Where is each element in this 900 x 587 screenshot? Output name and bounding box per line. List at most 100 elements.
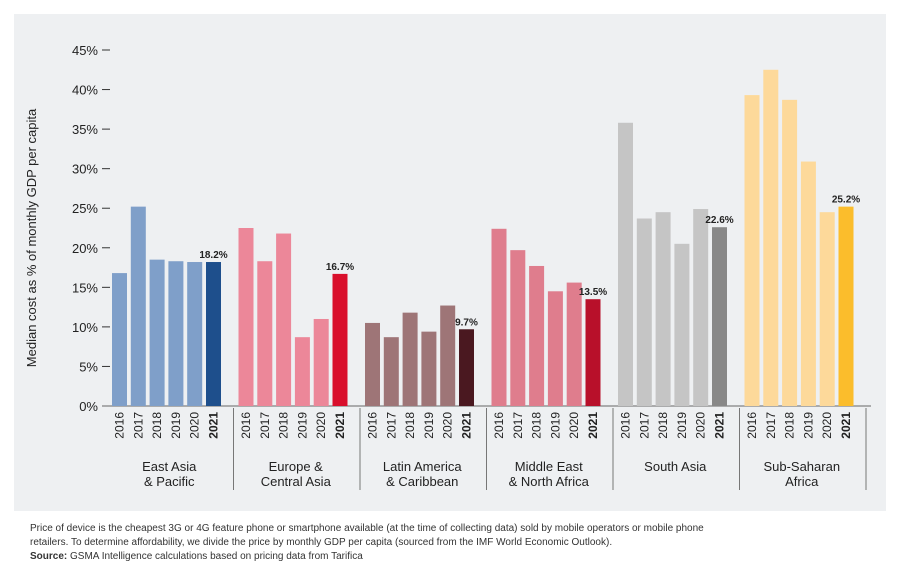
chart-panel: 0% 5% 10% 15% 20% 25% 30% 35% 40% 45% Median cost … (14, 14, 886, 511)
year-label: 2021 (586, 412, 600, 439)
source-label: Source: (30, 551, 68, 562)
bar-2016 (491, 228, 507, 406)
y-tick-label: 20% (72, 241, 98, 256)
group-label: Latin America (383, 459, 463, 474)
year-label: 2018 (277, 412, 291, 439)
year-label: 2020 (441, 412, 455, 439)
year-label: 2016 (239, 412, 253, 439)
footnote-line-1: Price of device is the cheapest 3G or 4G… (30, 523, 704, 534)
source-note: Source: GSMA Intelligence calculations b… (30, 550, 880, 564)
group-label: Sub-Saharan (763, 459, 840, 474)
group-label: Europe & (269, 459, 324, 474)
data-label: 9.7% (455, 317, 478, 328)
year-label: 2021 (713, 412, 727, 439)
y-tick-label: 35% (72, 122, 98, 137)
y-tick-label: 25% (72, 201, 98, 216)
year-label: 2018 (530, 412, 544, 439)
bar-2019 (674, 243, 690, 406)
bar-2019 (168, 261, 184, 406)
bar-2016 (618, 122, 633, 406)
bar-2021 (206, 262, 221, 406)
year-label: 2016 (492, 412, 506, 439)
year-label: 2017 (384, 412, 398, 439)
y-tick-label: 0% (79, 399, 98, 414)
bar-2021 (712, 227, 727, 406)
source-text: GSMA Intelligence calculations based on … (67, 551, 363, 562)
data-label: 13.5% (579, 287, 607, 298)
year-label: 2017 (511, 412, 525, 439)
bar-2017 (257, 261, 273, 406)
bar-2018 (276, 233, 292, 406)
bar-2017 (636, 218, 652, 406)
bar-2021 (585, 299, 601, 406)
data-label: 25.2% (832, 195, 860, 206)
year-label: 2021 (839, 412, 853, 439)
footnote-line-2: retailers. To determine affordability, w… (30, 537, 613, 548)
year-label: 2017 (258, 412, 272, 439)
group-label: Middle East (515, 459, 583, 474)
data-label: 16.7% (326, 262, 354, 273)
year-label: 2019 (169, 412, 183, 439)
bar-2019 (800, 161, 816, 406)
year-label: 2016 (745, 412, 759, 439)
bar-2021 (838, 206, 854, 406)
footnote: Price of device is the cheapest 3G or 4G… (30, 522, 880, 564)
year-label: 2019 (548, 412, 562, 439)
year-label: 2019 (675, 412, 689, 439)
bar-2021 (332, 273, 348, 406)
y-tick-label: 5% (79, 359, 98, 374)
bar-2018 (529, 265, 545, 406)
group-label: Africa (785, 474, 819, 489)
bar-2018 (782, 99, 798, 406)
year-label: 2020 (694, 412, 708, 439)
year-label: 2017 (764, 412, 778, 439)
y-tick-label: 40% (72, 83, 98, 98)
year-label: 2018 (403, 412, 417, 439)
bar-2020 (313, 318, 329, 406)
data-label: 18.2% (199, 250, 227, 261)
bar-2017 (383, 337, 399, 406)
year-label: 2020 (567, 412, 581, 439)
bar-2017 (763, 69, 779, 407)
group-label: & North Africa (509, 474, 590, 489)
y-tick-label: 10% (72, 320, 98, 335)
year-label: 2017 (131, 412, 145, 439)
group-label: South Asia (644, 459, 707, 474)
year-label: 2020 (820, 412, 834, 439)
bar-2016 (744, 95, 760, 407)
group-label: Central Asia (261, 474, 332, 489)
year-label: 2019 (295, 412, 309, 439)
bar-2020 (693, 209, 709, 406)
bar-2017 (130, 206, 146, 406)
bar-chart: 0% 5% 10% 15% 20% 25% 30% 35% 40% 45% Median cost … (24, 43, 871, 490)
year-label: 2018 (656, 412, 670, 439)
y-axis-label: Median cost as % of monthly GDP per capi… (24, 108, 39, 367)
bar-2018 (149, 259, 165, 406)
year-label: 2017 (637, 412, 651, 439)
bar-2016 (365, 322, 380, 406)
year-label: 2016 (366, 412, 380, 439)
year-label: 2020 (314, 412, 328, 439)
year-label: 2018 (150, 412, 164, 439)
group-label: & Pacific (144, 474, 195, 489)
data-label: 22.6% (705, 215, 733, 226)
year-label: 2016 (619, 412, 633, 439)
bar-2020 (566, 282, 582, 406)
year-label: 2016 (113, 412, 127, 439)
bar-2018 (655, 212, 671, 406)
year-label: 2020 (188, 412, 202, 439)
bar-2017 (510, 250, 526, 406)
bar-2016 (238, 228, 254, 406)
group-label: East Asia (142, 459, 197, 474)
group-label: & Caribbean (386, 474, 458, 489)
bar-2021 (459, 329, 474, 406)
y-tick-label: 30% (72, 162, 98, 177)
bar-2020 (440, 305, 456, 406)
y-tick-label: 15% (72, 280, 98, 295)
year-label: 2018 (783, 412, 797, 439)
bar-2019 (547, 291, 563, 406)
year-label: 2021 (207, 412, 221, 439)
bar-2020 (819, 212, 835, 406)
year-label: 2021 (333, 412, 347, 439)
year-label: 2019 (801, 412, 815, 439)
